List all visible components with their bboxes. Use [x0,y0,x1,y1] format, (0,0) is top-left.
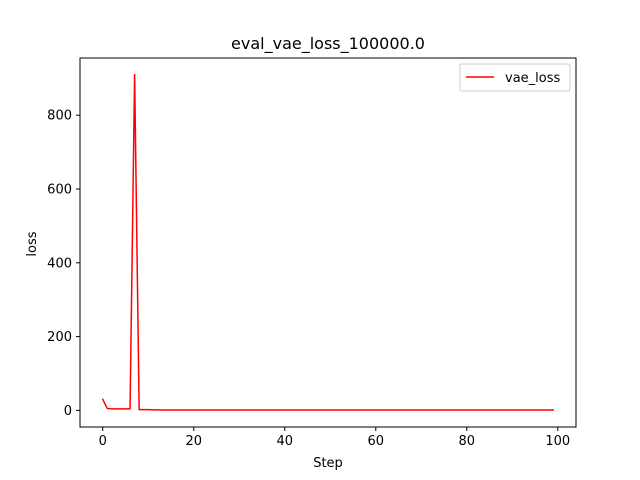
y-tick-label: 800 [47,109,72,124]
x-tick-label: 80 [459,434,476,449]
y-tick-label: 600 [47,182,72,197]
y-tick-label: 400 [47,256,72,271]
x-tick-label: 0 [99,434,107,449]
y-tick-label: 0 [64,404,72,419]
x-tick-label: 100 [545,434,570,449]
x-tick-label: 40 [276,434,293,449]
legend-box [459,63,571,92]
chart-title: eval_vae_loss_100000.0 [231,34,425,54]
series-line-vae-loss [101,73,554,411]
x-axis-label: Step [313,456,343,471]
y-axis-label: loss [25,231,40,256]
legend: vae_loss [459,63,571,92]
legend-label-vae-loss: vae_loss [505,71,560,86]
x-tick-label: 60 [368,434,385,449]
x-axis-ticks: 0 20 40 60 80 100 [99,427,570,449]
series-layer [101,73,554,411]
y-tick-label: 200 [47,330,72,345]
y-axis-ticks: 0 200 400 600 800 [47,109,80,419]
x-tick-label: 20 [185,434,202,449]
axes-frame [79,57,577,428]
